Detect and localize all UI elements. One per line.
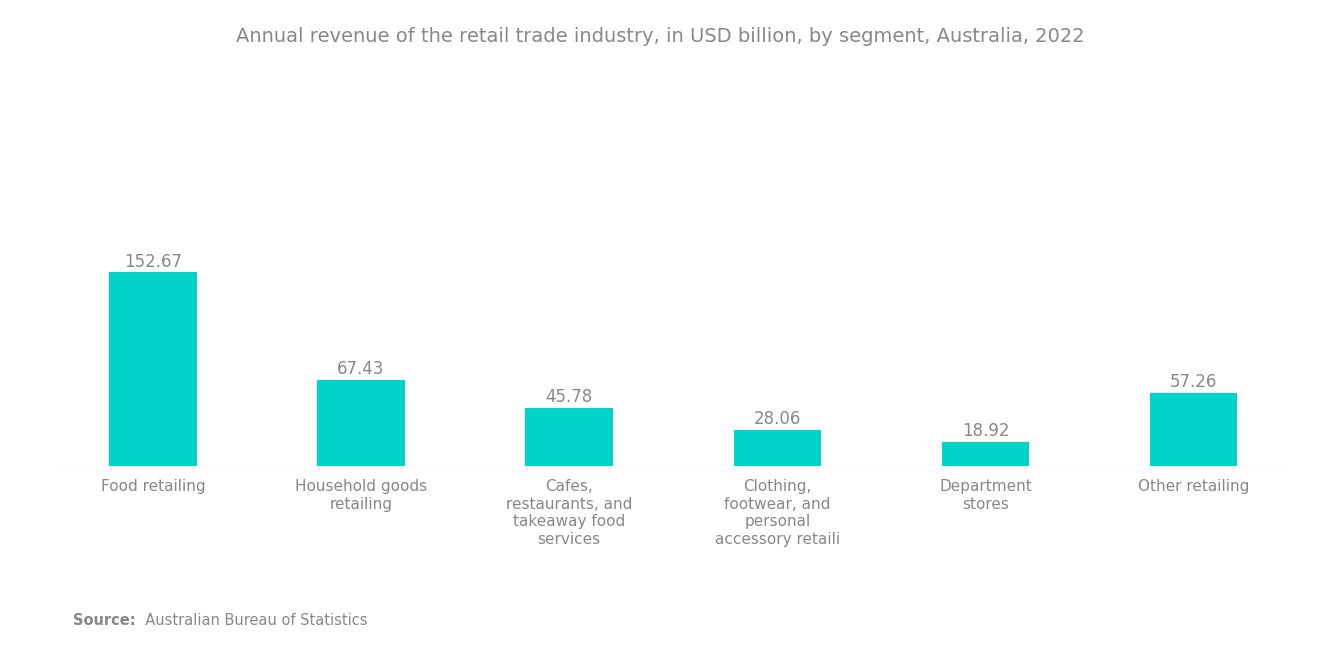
Text: 45.78: 45.78 <box>545 388 593 406</box>
Bar <box>317 380 405 466</box>
Bar <box>734 430 821 465</box>
Bar <box>1150 393 1237 466</box>
Text: Australian Bureau of Statistics: Australian Bureau of Statistics <box>136 613 367 628</box>
Text: Source:: Source: <box>73 613 135 628</box>
Text: 28.06: 28.06 <box>754 410 801 428</box>
Bar <box>525 408 612 465</box>
Text: 57.26: 57.26 <box>1170 373 1217 391</box>
Bar <box>110 273 197 466</box>
Text: 18.92: 18.92 <box>962 422 1008 440</box>
Text: Annual revenue of the retail trade industry, in USD billion, by segment, Austral: Annual revenue of the retail trade indus… <box>236 27 1084 46</box>
Text: 152.67: 152.67 <box>124 253 182 271</box>
Text: 67.43: 67.43 <box>338 360 384 378</box>
Bar <box>941 442 1030 465</box>
